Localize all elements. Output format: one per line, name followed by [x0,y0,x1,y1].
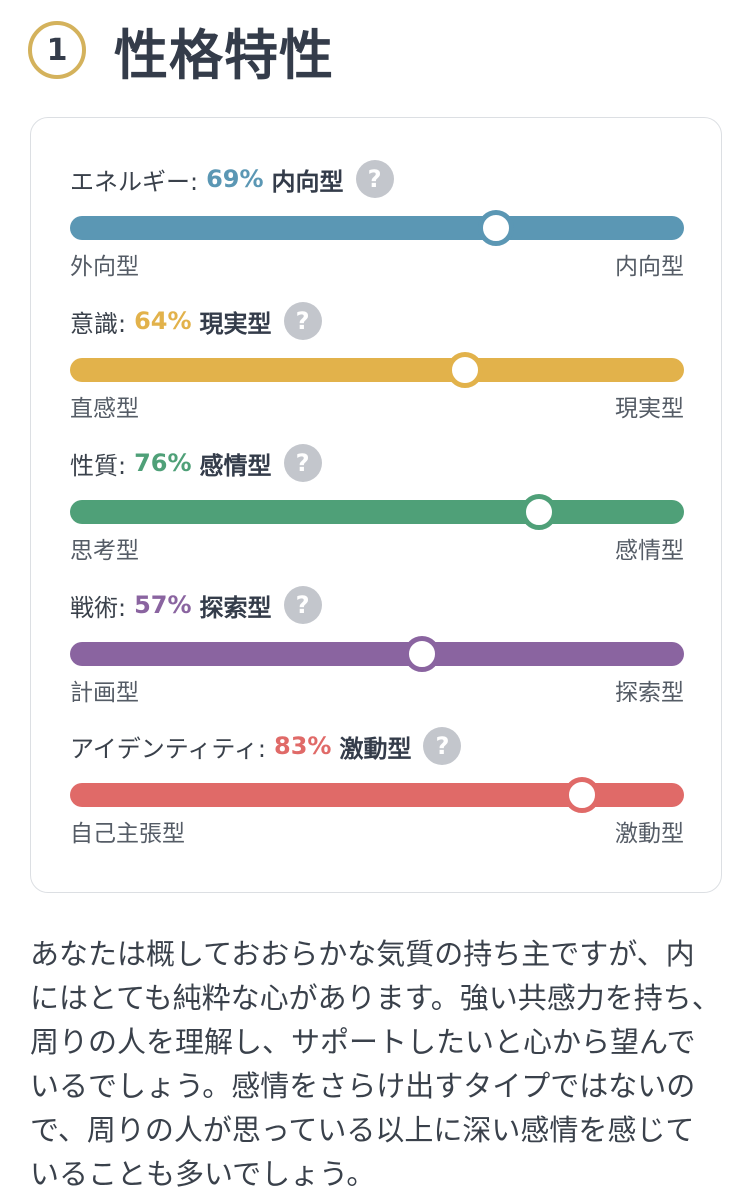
trait-header: エネルギー: 69% 内向型 ? [70,159,394,199]
trait-bar [70,636,684,672]
trait-bar [70,210,684,246]
trait-percent: 69% [206,165,264,193]
trait-percent: 83% [274,732,332,760]
trait-name: アイデンティティ: [70,734,267,763]
trait-name: 性質: [70,451,127,480]
trait-name: エネルギー: [70,167,199,196]
section-number-badge: 1 [28,21,86,79]
question-icon[interactable]: ? [355,160,394,198]
question-icon[interactable]: ? [283,302,322,340]
trait-name: 意識: [70,309,127,338]
trait-bar [70,494,684,530]
trait-mind: 意識: 64% 現実型 ? 直感型 現実型 [70,302,684,425]
question-icon[interactable]: ? [283,586,322,624]
trait-slider-knob [477,210,514,246]
trait-identity: アイデンティティ: 83% 激動型 ? 自己主張型 激動型 [70,727,684,850]
trait-left-label: 思考型 [70,538,139,564]
trait-percent: 64% [134,307,192,335]
trait-type: 感情型 [199,451,272,480]
trait-header: アイデンティティ: 83% 激動型 ? [70,726,462,766]
personality-description: あなたは概しておおらかな気質の持ち主ですが、内にはとても純粋な心があります。強い… [30,937,721,1191]
trait-right-label: 激動型 [615,821,684,847]
trait-bar [70,777,684,813]
traits-card: エネルギー: 69% 内向型 ? 外向型 内向型 意識: 64% 現実型 ? 直… [30,117,722,893]
trait-bar [70,352,684,388]
section-header: 1 性格特性 [28,10,334,90]
trait-nature: 性質: 76% 感情型 ? 思考型 感情型 [70,444,684,567]
trait-energy: エネルギー: 69% 内向型 ? 外向型 内向型 [70,160,684,283]
trait-right-label: 内向型 [615,254,684,280]
trait-header: 意識: 64% 現実型 ? [70,301,322,341]
section-title: 性格特性 [114,23,334,87]
trait-header: 戦術: 57% 探索型 ? [70,585,322,625]
trait-slider-knob [563,777,600,813]
trait-left-label: 外向型 [70,254,139,280]
trait-right-label: 現実型 [615,396,684,422]
trait-percent: 57% [134,591,192,619]
trait-left-label: 直感型 [70,396,139,422]
trait-tactics: 戦術: 57% 探索型 ? 計画型 探索型 [70,586,684,709]
trait-header: 性質: 76% 感情型 ? [70,443,322,483]
trait-slider-knob [446,352,483,388]
trait-left-label: 計画型 [70,680,139,706]
trait-slider-knob [520,494,557,530]
trait-name: 戦術: [70,593,127,622]
trait-type: 探索型 [199,593,272,622]
trait-right-label: 感情型 [615,538,684,564]
trait-type: 激動型 [339,734,412,763]
trait-right-label: 探索型 [615,680,684,706]
question-icon[interactable]: ? [423,727,462,765]
trait-percent: 76% [134,449,192,477]
question-icon[interactable]: ? [283,444,322,482]
trait-type: 内向型 [271,167,344,196]
trait-left-label: 自己主張型 [70,821,185,847]
trait-type: 現実型 [199,309,272,338]
trait-slider-knob [403,636,440,672]
